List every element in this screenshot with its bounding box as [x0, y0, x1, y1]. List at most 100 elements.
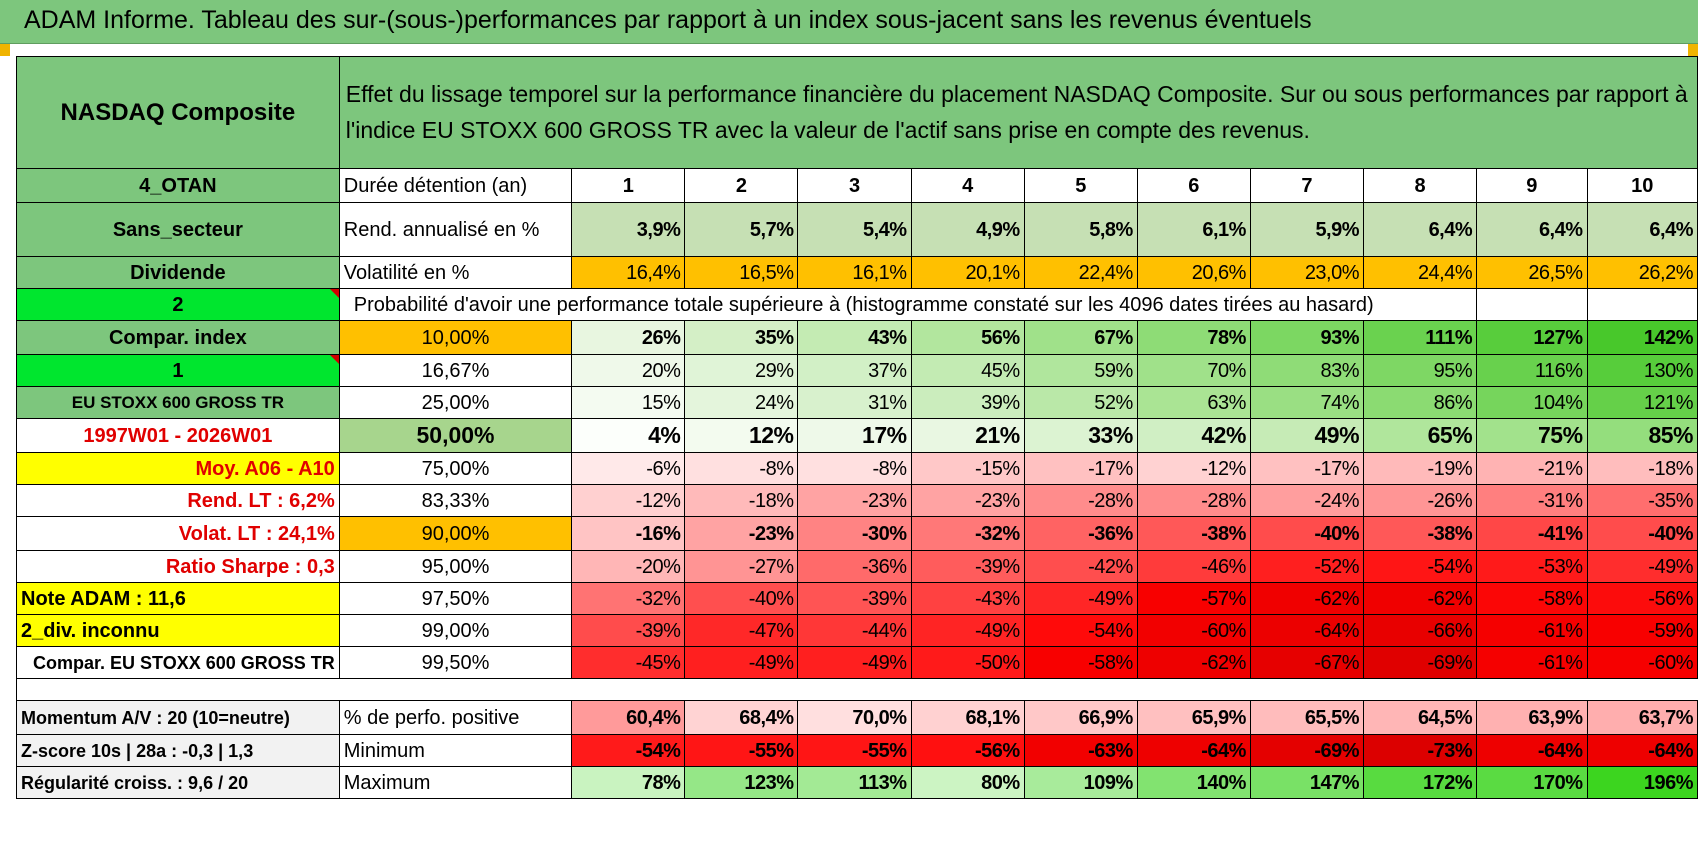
value-cell: -39%	[910, 550, 1025, 583]
value-cell: 33%	[1023, 418, 1138, 453]
duration-label: Durée détention (an)	[338, 168, 573, 203]
momentum-label: Momentum A/V : 20 (10=neutre)	[16, 700, 340, 735]
value-cell: -23%	[684, 516, 799, 551]
minimum-cell: -55%	[684, 734, 799, 767]
value-cell: -45%	[571, 646, 686, 679]
performance-table: NASDAQ Composite Effet du lissage tempor…	[16, 56, 1698, 799]
minimum-cell: -69%	[1249, 734, 1365, 767]
value-cell: -59%	[1586, 614, 1698, 647]
value-cell: -64%	[1249, 614, 1365, 647]
sharpe-label: Ratio Sharpe : 0,3	[16, 550, 340, 583]
year-header: 1	[571, 168, 686, 203]
year-header: 4	[910, 168, 1025, 203]
volat-lt-label: Volat. LT : 24,1%	[16, 516, 340, 551]
probability-row: EU STOXX 600 GROSS TR 25,00% 15% 24% 31%…	[16, 386, 1698, 419]
rend-lt-label: Rend. LT : 6,2%	[16, 484, 340, 517]
value-cell: -39%	[797, 582, 912, 615]
value-cell: -56%	[1586, 582, 1698, 615]
value-cell: -43%	[910, 582, 1025, 615]
positive-cell: 65,9%	[1136, 700, 1251, 735]
probability-level: 99,00%	[338, 614, 573, 647]
vol-cell: 16,1%	[797, 256, 912, 289]
rend-cell: 6,1%	[1136, 202, 1251, 257]
value-cell: -12%	[571, 484, 686, 517]
value-cell: 42%	[1136, 418, 1251, 453]
value-cell: 116%	[1476, 354, 1588, 387]
probability-row: Rend. LT : 6,2% 83,33% -12% -18% -23% -2…	[16, 484, 1698, 517]
zscore-label: Z-score 10s | 28a : -0,3 | 1,3	[16, 734, 340, 767]
compar-index-label: Compar. index	[16, 320, 340, 355]
value-cell: -18%	[1586, 452, 1698, 485]
maximum-cell: 147%	[1249, 766, 1365, 799]
value-cell: -39%	[571, 614, 686, 647]
vol-cell: 22,4%	[1023, 256, 1138, 289]
sector-label: Sans_secteur	[16, 202, 340, 257]
asset-name: NASDAQ Composite	[16, 56, 340, 169]
probability-level: 16,67%	[338, 354, 573, 387]
rend-label: Rend. annualisé en %	[338, 202, 573, 257]
maximum-cell: 113%	[797, 766, 912, 799]
probability-level: 95,00%	[338, 550, 573, 583]
positive-cell: 66,9%	[1023, 700, 1138, 735]
stats-row: Momentum A/V : 20 (10=neutre) % de perfo…	[16, 700, 1698, 735]
value-cell: -40%	[684, 582, 799, 615]
value-cell: 75%	[1476, 418, 1588, 453]
probability-row: Ratio Sharpe : 0,3 95,00% -20% -27% -36%…	[16, 550, 1698, 583]
value-cell: 65%	[1363, 418, 1478, 453]
positive-cell: 65,5%	[1249, 700, 1365, 735]
value-cell: -49%	[1023, 582, 1138, 615]
value-cell: -47%	[684, 614, 799, 647]
value-cell: -21%	[1476, 452, 1588, 485]
moy-label: Moy. A06 - A10	[16, 452, 340, 485]
empty-cell	[1476, 288, 1588, 321]
value-cell: 12%	[684, 418, 799, 453]
value-cell: -12%	[1136, 452, 1251, 485]
value-cell: 130%	[1586, 354, 1698, 387]
value-cell: 35%	[684, 320, 799, 355]
value-cell: -15%	[910, 452, 1025, 485]
year-header: 10	[1586, 168, 1698, 203]
value-cell: -23%	[910, 484, 1025, 517]
probability-level: 10,00%	[338, 320, 573, 355]
note-label: Note ADAM : 11,6	[16, 582, 340, 615]
maximum-cell: 172%	[1363, 766, 1478, 799]
left-corner-marker	[0, 44, 10, 56]
maximum-cell: 123%	[684, 766, 799, 799]
value-cell: -62%	[1363, 582, 1478, 615]
minimum-label: Minimum	[338, 734, 573, 767]
value-cell: -46%	[1136, 550, 1251, 583]
minimum-cell: -56%	[910, 734, 1025, 767]
maximum-cell: 109%	[1023, 766, 1138, 799]
value-cell: -8%	[684, 452, 799, 485]
value-cell: -28%	[1136, 484, 1251, 517]
value-cell: 37%	[797, 354, 912, 387]
period-label: 1997W01 - 2026W01	[16, 418, 340, 453]
value-cell: -23%	[797, 484, 912, 517]
value-cell: -54%	[1023, 614, 1138, 647]
rend-cell: 6,4%	[1363, 202, 1478, 257]
report-banner: ADAM Informe. Tableau des sur-(sous-)per…	[0, 0, 1698, 44]
value-cell: 74%	[1249, 386, 1365, 419]
otan-label: 4_OTAN	[16, 168, 340, 203]
value-cell: 78%	[1136, 320, 1251, 355]
probability-level: 90,00%	[338, 516, 573, 551]
regularite-label: Régularité croiss. : 9,6 / 20	[16, 766, 340, 799]
value-cell: -60%	[1136, 614, 1251, 647]
positive-cell: 63,7%	[1586, 700, 1698, 735]
value-cell: 20%	[571, 354, 686, 387]
positive-cell: 70,0%	[797, 700, 912, 735]
spacer-cell	[16, 678, 340, 701]
positive-cell: 68,1%	[910, 700, 1025, 735]
value-cell: 52%	[1023, 386, 1138, 419]
probability-row: Moy. A06 - A10 75,00% -6% -8% -8% -15% -…	[16, 452, 1698, 485]
index-name-label: EU STOXX 600 GROSS TR	[16, 386, 340, 419]
value-cell: -69%	[1363, 646, 1478, 679]
probability-level: 99,50%	[338, 646, 573, 679]
vol-cell: 16,5%	[684, 256, 799, 289]
maximum-label: Maximum	[338, 766, 573, 799]
flag-cell-1: 1	[16, 354, 340, 387]
value-cell: -8%	[797, 452, 912, 485]
value-cell: -36%	[1023, 516, 1138, 551]
compar-full-label: Compar. EU STOXX 600 GROSS TR	[16, 646, 340, 679]
positive-cell: 64,5%	[1363, 700, 1478, 735]
